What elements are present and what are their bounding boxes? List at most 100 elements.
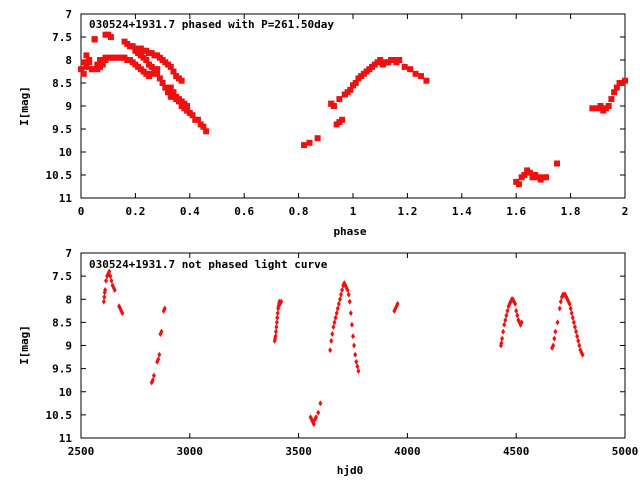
x-tick-label: 0.2: [125, 205, 145, 218]
data-point: [347, 298, 352, 305]
y-tick-label: 11: [59, 192, 73, 205]
data-point: [314, 135, 321, 142]
data-point: [273, 328, 278, 335]
data-point: [503, 317, 508, 324]
data-point: [396, 57, 403, 63]
data-point: [329, 337, 334, 344]
data-point: [339, 116, 346, 123]
data-point: [311, 421, 316, 428]
data-point: [273, 333, 278, 340]
x-tick-label: 0.4: [180, 205, 200, 218]
data-point: [91, 36, 98, 43]
data-point: [306, 139, 313, 146]
data-point: [353, 351, 358, 358]
data-point: [275, 310, 280, 317]
data-point: [99, 61, 106, 68]
data-point: [316, 409, 321, 416]
data-point: [333, 314, 338, 321]
data-point: [543, 174, 550, 181]
data-point: [351, 333, 355, 340]
data-point: [88, 66, 95, 73]
data-point: [502, 321, 507, 328]
data-point: [352, 80, 359, 86]
data-point: [328, 347, 333, 354]
data-point: [157, 351, 162, 358]
y-tick-label: 9.5: [52, 363, 72, 376]
data-point: [159, 328, 164, 335]
x-tick-label: 2500: [68, 445, 95, 458]
data-point: [318, 400, 323, 407]
data-point: [334, 310, 339, 317]
x-tick-label: 3000: [177, 445, 204, 458]
x-tick-label: 1.6: [506, 205, 526, 218]
data-point: [513, 300, 518, 307]
data-point: [423, 77, 430, 84]
data-point: [332, 319, 337, 326]
data-point: [553, 328, 558, 335]
unphased-light-curve-panel: 2500 3000 3500 4000 4500 5000 7 7.5 8 8.5 9 9.5 10 10…: [18, 247, 638, 477]
data-point: [331, 324, 336, 330]
y-axis-label: I[mag]: [18, 86, 31, 126]
x-tick-label: 0: [78, 205, 85, 218]
data-point: [551, 342, 556, 349]
x-tick-label: 1: [350, 205, 357, 218]
data-point: [558, 298, 563, 305]
data-point: [605, 103, 612, 109]
data-point: [554, 160, 560, 167]
data-point: [570, 314, 575, 321]
data-point: [154, 70, 161, 77]
data-point: [178, 77, 185, 84]
data-point: [112, 287, 117, 293]
data-point: [167, 63, 174, 70]
data-point: [499, 340, 504, 347]
data-point: [336, 300, 341, 307]
x-tick-label: 1.2: [397, 205, 417, 218]
data-point: [156, 75, 163, 82]
data-point: [80, 70, 87, 77]
data-point: [418, 73, 424, 80]
x-tick-label: 5000: [612, 445, 639, 458]
data-point: [108, 273, 113, 280]
data-point: [337, 296, 342, 303]
data-point: [314, 414, 319, 421]
data-point: [557, 305, 562, 312]
data-point: [83, 52, 90, 59]
x-axis-label: hjd0: [337, 464, 364, 477]
data-point: [552, 335, 557, 342]
data-point: [200, 123, 207, 130]
data-point: [412, 70, 419, 77]
data-point: [577, 342, 582, 349]
y-tick-label: 10.5: [46, 409, 73, 422]
x-tick-label: 4000: [394, 445, 421, 458]
data-point: [78, 66, 84, 73]
x-tick-label: 4500: [503, 445, 530, 458]
y-axis-label: I[mag]: [18, 325, 31, 365]
data-point: [86, 59, 93, 66]
data-point: [170, 68, 177, 75]
y-tick-label: 7.5: [52, 31, 72, 44]
data-point: [572, 324, 577, 330]
data-point: [107, 34, 114, 40]
data-point: [613, 84, 620, 91]
data-point: [608, 96, 615, 103]
data-point: [151, 66, 158, 73]
data-point: [301, 142, 308, 149]
data-points: [78, 31, 628, 188]
data-point: [349, 321, 354, 328]
data-point: [589, 105, 596, 112]
data-point: [526, 169, 533, 176]
data-point: [80, 59, 87, 66]
x-tick-label: 0.6: [234, 205, 254, 218]
x-tick-label: 2: [622, 205, 629, 218]
data-point: [514, 307, 519, 314]
data-point: [354, 358, 359, 365]
y-tick-label: 8: [65, 293, 72, 306]
data-point: [574, 328, 579, 335]
data-point: [567, 300, 572, 307]
data-point: [356, 367, 361, 374]
data-point: [109, 277, 114, 284]
data-point: [340, 287, 345, 293]
data-point: [102, 293, 107, 300]
y-tick-label: 7.5: [52, 270, 72, 283]
